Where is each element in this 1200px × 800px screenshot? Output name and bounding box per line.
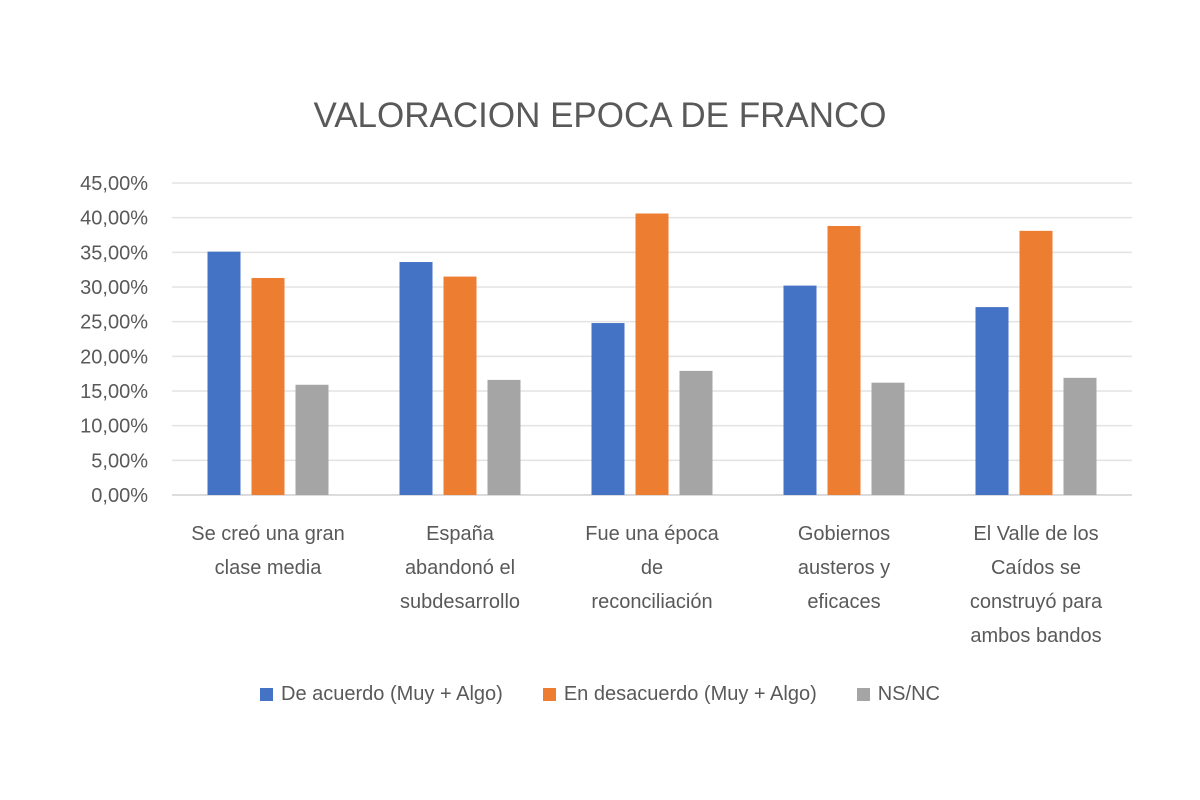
x-tick-label: Caídos se (991, 557, 1081, 579)
bar-en-0 (251, 277, 285, 495)
legend-item: De acuerdo (Muy + Algo) (260, 683, 503, 706)
chart-title: VALORACION EPOCA DE FRANCO (313, 96, 887, 135)
x-tick-label: España (426, 523, 495, 545)
bar-nsnc-4 (1063, 377, 1097, 495)
x-tick-label: Se creó una gran (191, 523, 344, 545)
legend-label: En desacuerdo (Muy + Algo) (563, 683, 817, 705)
x-tick-label: reconciliación (591, 591, 712, 613)
x-tick-label: de (641, 557, 663, 579)
y-tick-label: 20,00% (80, 346, 148, 368)
legend-swatch (542, 688, 556, 701)
bar-en-2 (635, 213, 669, 496)
x-tick-label: clase media (215, 557, 323, 579)
bar-de-1 (399, 262, 433, 495)
bar-nsnc-0 (295, 384, 329, 495)
legend-item: NS/NC (856, 683, 940, 706)
bar-en-4 (1019, 230, 1053, 495)
y-tick-label: 35,00% (80, 242, 148, 264)
bar-de-2 (591, 323, 625, 495)
legend-label: NS/NC (877, 683, 940, 705)
y-tick-label: 25,00% (80, 312, 148, 334)
y-tick-label: 10,00% (80, 416, 148, 438)
bar-de-0 (207, 251, 241, 495)
x-tick-label: eficaces (807, 591, 880, 613)
x-tick-label: austeros y (798, 557, 890, 579)
legend: De acuerdo (Muy + Algo) En desacuerdo (Mu… (0, 683, 1200, 706)
bar-en-3 (827, 225, 861, 495)
x-tick-label: El Valle de los (973, 523, 1098, 545)
legend-label: De acuerdo (Muy + Algo) (281, 683, 503, 705)
x-tick-label: ambos bandos (970, 625, 1101, 647)
y-tick-label: 40,00% (80, 208, 148, 230)
y-tick-label: 30,00% (80, 277, 148, 299)
legend-item: En desacuerdo (Muy + Algo) (542, 683, 817, 706)
x-tick-label: subdesarrollo (400, 591, 520, 613)
bar-en-1 (443, 276, 477, 495)
legend-swatch (260, 688, 274, 701)
bar-nsnc-2 (679, 370, 713, 495)
bar-de-4 (975, 307, 1009, 495)
y-tick-label: 5,00% (91, 450, 148, 472)
y-tick-label: 0,00% (91, 485, 148, 507)
bar-nsnc-1 (487, 379, 521, 495)
bar-nsnc-3 (871, 382, 905, 495)
x-tick-label: abandonó el (405, 557, 515, 579)
x-tick-label: Fue una época (585, 523, 719, 545)
legend-swatch (856, 688, 870, 701)
y-tick-label: 15,00% (80, 381, 148, 403)
y-tick-label: 45,00% (80, 173, 148, 195)
x-tick-label: Gobiernos (798, 523, 890, 545)
x-tick-label: construyó para (970, 591, 1103, 613)
bar-de-3 (783, 285, 817, 495)
